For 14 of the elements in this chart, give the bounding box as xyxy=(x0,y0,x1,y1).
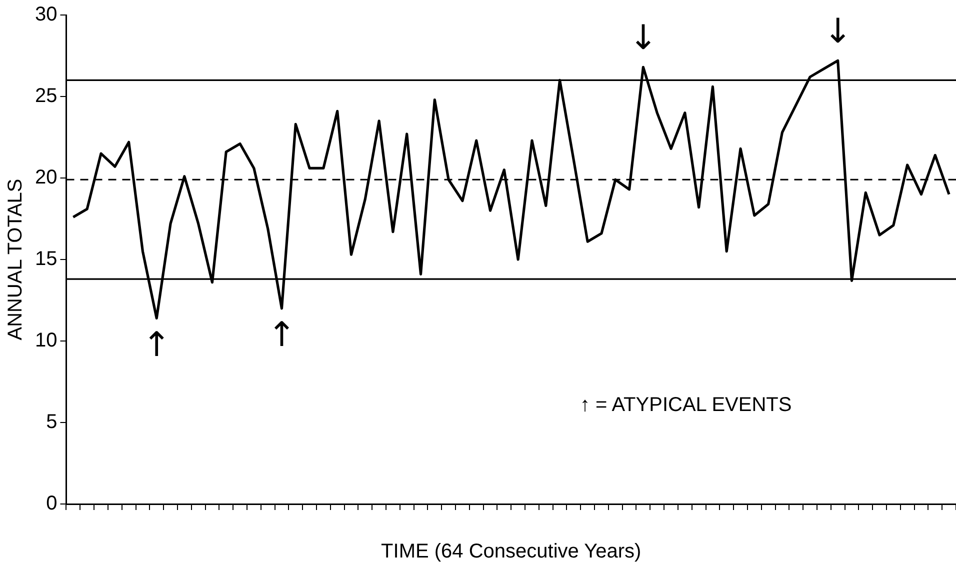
y-tick-label: 30 xyxy=(34,4,58,26)
annotation: ↓ xyxy=(824,11,852,52)
annotation: ↑ xyxy=(142,325,171,366)
y-tick-label: 5 xyxy=(46,411,58,434)
y-tick-label: 0 xyxy=(46,492,58,515)
x-axis-title: TIME (64 Consecutive Years) xyxy=(381,540,642,563)
annotation: ↑ = ATYPICAL EVENTS xyxy=(580,394,792,417)
y-tick-label: 10 xyxy=(34,330,58,352)
annotation: ↑ xyxy=(267,315,296,356)
y-tick-label: 15 xyxy=(34,248,58,270)
y-axis-title: ANNUAL TOTALS xyxy=(4,178,27,340)
y-tick-label: 25 xyxy=(34,85,58,108)
annotation: ↓ xyxy=(628,18,658,58)
y-tick-label: 20 xyxy=(34,166,58,189)
